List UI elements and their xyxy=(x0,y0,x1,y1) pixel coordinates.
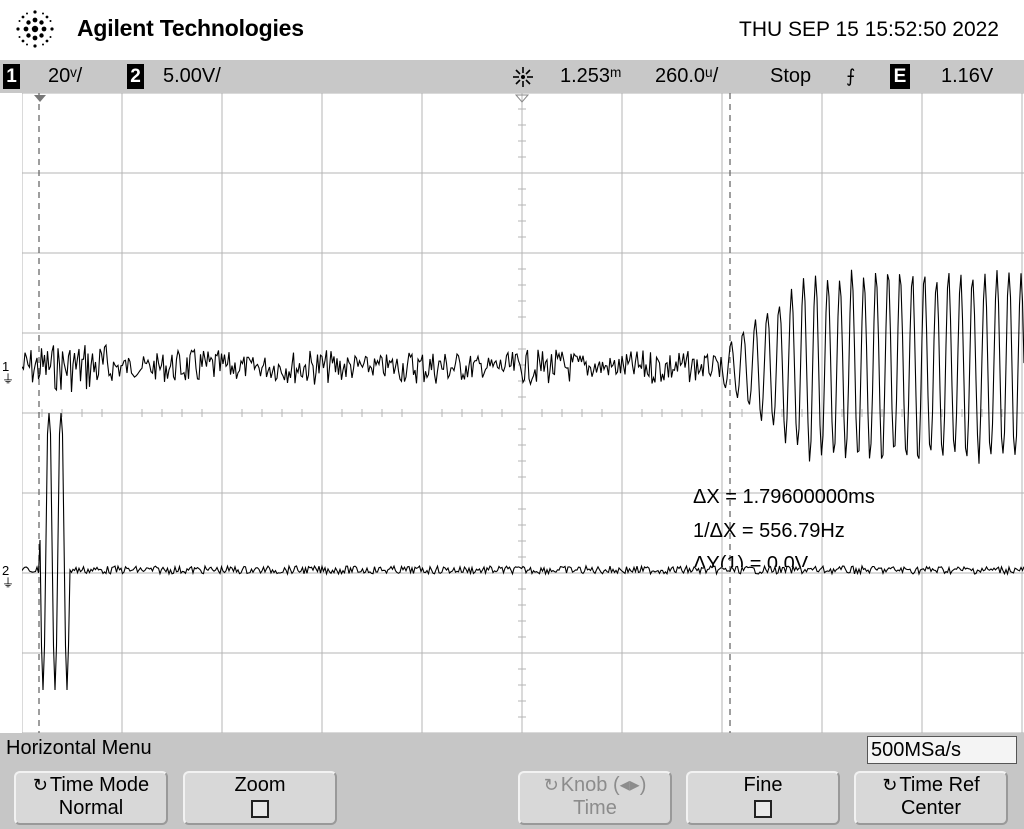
channel-2-trace xyxy=(22,412,1024,691)
delta-y-readout: ΔY(1) = 0.0V xyxy=(693,553,809,567)
delta-x-readout: ΔX = 1.79600000ms xyxy=(693,486,875,508)
waveform-display[interactable] xyxy=(22,93,1024,733)
delay-reference-marker xyxy=(514,94,530,103)
channel-2-badge[interactable]: 2 xyxy=(127,64,144,89)
status-bar: 1 20ᵛ/ 2 5.00V/ 1.253ᵐ 260.0ᵘ/ Stop ⨍ E … xyxy=(0,60,1024,93)
time-ref-softkey[interactable]: ↻ Time Ref Center xyxy=(854,771,1008,825)
zoom-checkbox[interactable] xyxy=(251,800,269,818)
inverse-delta-x-readout: 1/ΔX = 556.79Hz xyxy=(693,520,845,542)
trigger-position-marker xyxy=(34,95,46,102)
channel-2-ground-marker: 2 ⏚ xyxy=(2,563,15,590)
time-mode-softkey[interactable]: ↻ Time Mode Normal xyxy=(14,771,168,825)
agilent-logo-icon xyxy=(16,10,54,48)
brand-name: Agilent Technologies xyxy=(77,15,304,41)
date-time: THU SEP 15 15:52:50 2022 xyxy=(739,18,999,41)
channel-1-badge[interactable]: 1 xyxy=(3,64,20,89)
fine-softkey[interactable]: Fine xyxy=(686,771,840,825)
graticule-grid xyxy=(22,93,1024,733)
channel-1-ground-marker: 1 ⏚ xyxy=(2,359,15,386)
channel-1-trace xyxy=(22,269,1024,464)
softkey-menu: Horizontal Menu 500MSa/s ↻ Time Mode Norm… xyxy=(0,733,1024,829)
zoom-softkey[interactable]: Zoom xyxy=(183,771,337,825)
cursor-lines xyxy=(38,93,731,733)
menu-title: Horizontal Menu xyxy=(6,737,152,759)
brand-header: Agilent Technologies THU SEP 15 15:52:50… xyxy=(0,0,1024,60)
waveform-svg xyxy=(22,93,1024,733)
timebase-scale: 260.0ᵘ/ xyxy=(655,65,719,87)
trigger-slope-icon: ⨍ xyxy=(846,66,856,86)
knob-icon: ↻ xyxy=(543,775,559,795)
fine-checkbox[interactable] xyxy=(754,800,772,818)
horizontal-delay: 1.253ᵐ xyxy=(560,65,622,87)
knob-time-softkey[interactable]: ↻ Knob (◂▸) Time xyxy=(518,771,672,825)
knob-icon: ↻ xyxy=(882,775,898,795)
knob-icon: ↻ xyxy=(32,775,48,795)
trigger-source-badge: E xyxy=(890,64,910,89)
run-state: Stop xyxy=(770,65,812,87)
channel-1-scale: 20ᵛ/ xyxy=(48,65,83,87)
top-markers xyxy=(34,94,530,103)
sample-rate: 500MSa/s xyxy=(867,736,1017,764)
channel-2-scale: 5.00V/ xyxy=(163,65,221,87)
trigger-level: 1.16V xyxy=(941,65,994,87)
delay-icon xyxy=(513,67,533,87)
